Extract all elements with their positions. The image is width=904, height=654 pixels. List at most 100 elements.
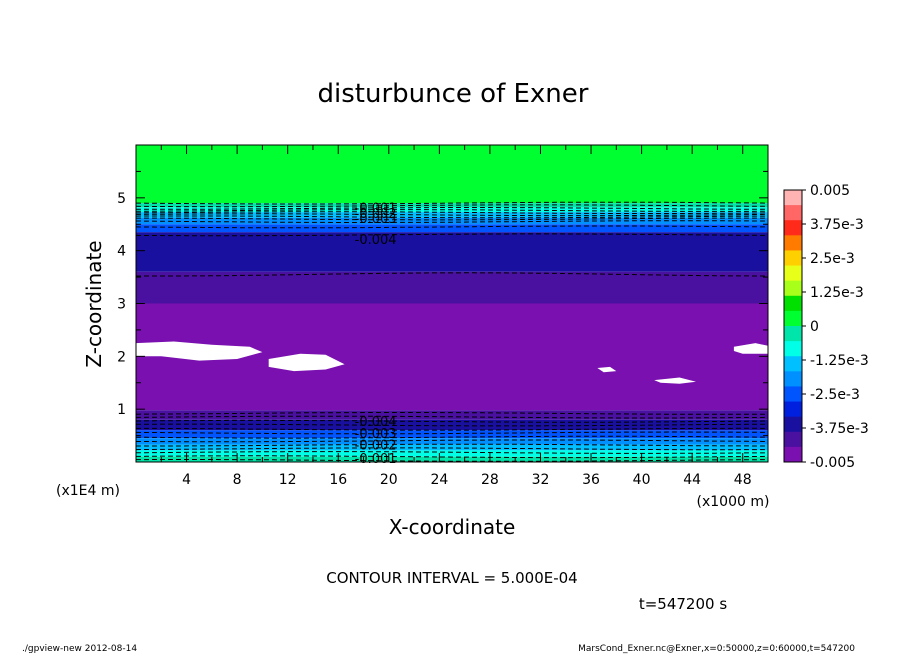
contour-line-8	[135, 220, 768, 223]
contour-line-12	[135, 412, 768, 415]
contour-label-4: -0.004	[355, 415, 397, 430]
colorbar-swatch-0	[784, 190, 802, 206]
x-axis-ticks: 4 8 12 16 20 24 28 32 36 40 44 48	[160, 145, 752, 488]
z-tick-label-1: 1	[117, 402, 126, 418]
x-tick-label-48: 48	[734, 472, 752, 488]
plot-area	[136, 145, 768, 462]
colorbar-label-6: -2.5e-3	[810, 387, 860, 403]
contour-line-21	[135, 447, 768, 451]
missing-patch-2	[597, 366, 617, 373]
contour-label-6: -0.002	[355, 439, 397, 454]
x-tick-label-36: 36	[582, 472, 600, 488]
contour-line-5	[135, 213, 769, 217]
x-tick-label-16: 16	[329, 472, 347, 488]
y-axis-label: Z-coordinate	[82, 240, 106, 367]
colorbar-swatch-7	[784, 295, 802, 312]
colorbar-swatch-11	[784, 356, 802, 372]
band-7	[136, 271, 768, 304]
x-axis-label: X-coordinate	[389, 515, 516, 539]
colorbar-label-0: 0.005	[810, 183, 850, 199]
colorbar-swatch-17	[784, 446, 802, 463]
contour-line-14	[135, 419, 769, 423]
x-tick-label-8: 8	[233, 472, 242, 488]
missing-patch-3	[654, 377, 696, 384]
contour-labels: -0.001-0.002-0.003-0.004-0.004-0.003-0.0…	[355, 201, 397, 466]
contour-line-13	[135, 415, 769, 419]
z-axis-unit: (x1E4 m)	[56, 483, 120, 499]
colorbar-swatch-8	[784, 310, 802, 327]
contour-label-3: -0.004	[355, 233, 397, 248]
contour-line-22	[135, 451, 769, 454]
band-9	[136, 410, 768, 420]
contour-line-0	[135, 201, 769, 205]
contour-label-5: -0.003	[355, 427, 397, 442]
colorbar-swatch-1	[784, 205, 802, 221]
colorbar-label-4: 0	[810, 319, 819, 335]
contour-label-0: -0.001	[355, 201, 397, 216]
colorbar-label-1: 3.75e-3	[810, 217, 864, 233]
colorbar-swatch-6	[784, 280, 802, 297]
band-11	[136, 430, 768, 439]
x-tick-label-4: 4	[182, 472, 191, 488]
band-5	[136, 224, 768, 233]
band-10	[136, 419, 768, 431]
colorbar-swatch-9	[784, 326, 802, 342]
contour-line-6	[135, 215, 768, 219]
footer-right: MarsCond_Exner.nc@Exner,x=0:50000,z=0:60…	[578, 644, 855, 654]
colorbar-swatch-14	[784, 401, 802, 418]
contour-line-1	[135, 204, 768, 208]
band-15	[136, 456, 768, 462]
x-tick-label-44: 44	[683, 472, 701, 488]
colorbar-swatch-10	[784, 341, 802, 357]
contour-line-16	[136, 427, 769, 431]
contour-line-9	[135, 225, 769, 229]
band-0	[136, 145, 768, 204]
contour-line-10	[135, 233, 769, 237]
contour-line-15	[136, 423, 769, 427]
contour-label-7: -0.001	[355, 452, 397, 467]
colorbar-swatch-13	[784, 386, 802, 403]
footer-left: ./gpview-new 2012-08-14	[22, 644, 137, 654]
colorbar-swatch-4	[784, 250, 802, 267]
colorbar-labels: 0.005 3.75e-3 2.5e-3 1.25e-3 0 -1.25e-3 -2.5e-…	[802, 183, 869, 471]
colorbar-label-5: -1.25e-3	[810, 353, 869, 369]
z-tick-label-3: 3	[117, 297, 126, 313]
x-tick-label-28: 28	[481, 472, 499, 488]
x-tick-label-40: 40	[633, 472, 651, 488]
x-tick-label-12: 12	[279, 472, 297, 488]
contour-line-7	[136, 217, 768, 221]
contour-line-17	[135, 431, 769, 435]
x-tick-label-32: 32	[532, 472, 550, 488]
contour-label-2: -0.003	[355, 212, 397, 227]
band-6	[136, 232, 768, 272]
colorbar-label-7: -3.75e-3	[810, 421, 869, 437]
time-label: t=547200 s	[639, 595, 727, 613]
colorbar-swatch-15	[784, 416, 802, 433]
missing-patch-1	[268, 353, 345, 372]
z-tick-label-5: 5	[117, 191, 126, 207]
contour-line-11	[136, 272, 768, 277]
colorbar-swatch-2	[784, 220, 802, 236]
contour-line-20	[136, 443, 768, 447]
contour-line-2	[136, 207, 768, 210]
missing-patch-0	[136, 341, 263, 361]
colorbar-swatch-5	[784, 265, 802, 282]
colorbar-swatch-12	[784, 371, 802, 387]
contour-line-18	[135, 435, 769, 439]
x-axis-unit: (x1000 m)	[697, 494, 770, 510]
chart-title: disturbunce of Exner	[318, 79, 589, 109]
colorbar-label-8: -0.005	[810, 455, 855, 471]
contour-line-24	[136, 459, 769, 462]
band-13	[136, 444, 768, 451]
band-14	[136, 450, 768, 457]
z-axis-ticks: 1 2 3 4 5	[117, 170, 768, 437]
x-tick-label-24: 24	[430, 472, 448, 488]
contour-line-3	[135, 209, 768, 212]
colorbar	[783, 189, 803, 463]
band-12	[136, 438, 768, 445]
band-4	[136, 217, 768, 225]
z-tick-label-2: 2	[117, 349, 126, 365]
contour-line-19	[136, 439, 769, 443]
x-tick-label-20: 20	[380, 472, 398, 488]
